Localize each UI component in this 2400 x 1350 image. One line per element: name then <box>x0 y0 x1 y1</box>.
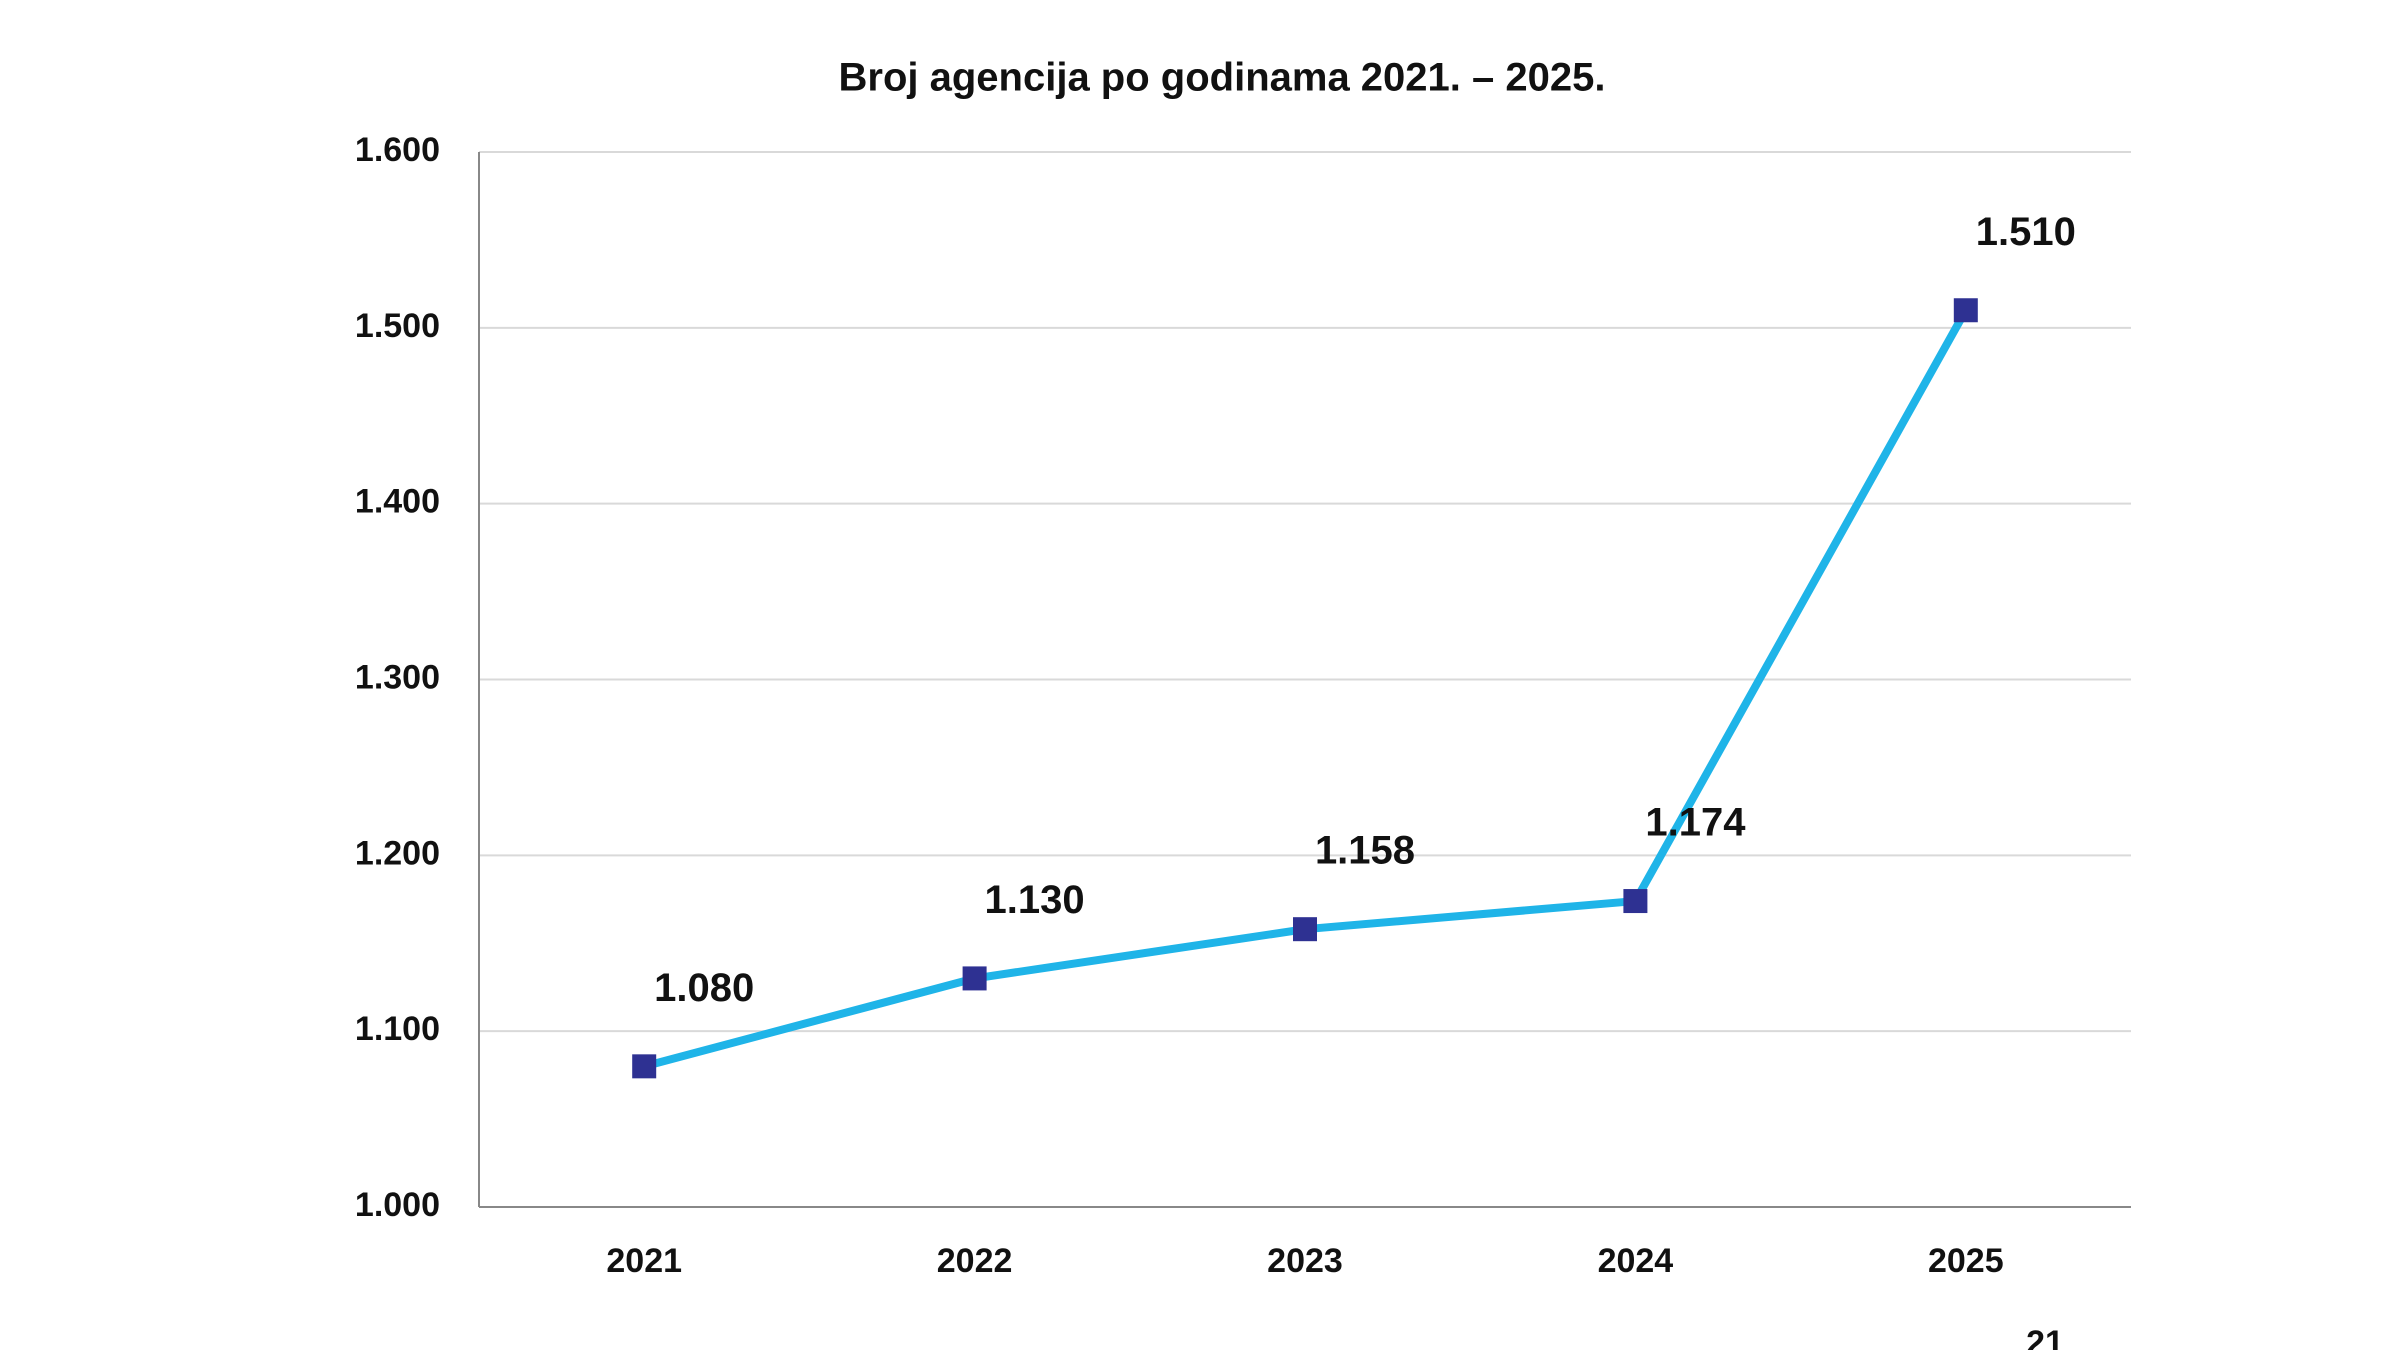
data-label: 1.510 <box>1976 210 2076 254</box>
y-tick-label: 1.500 <box>355 307 440 345</box>
data-marker <box>962 966 987 991</box>
data-label: 1.174 <box>1645 801 1746 845</box>
chart-title: Broj agencija po godinama 2021. – 2025. <box>839 56 1606 100</box>
page-number: 21 <box>2026 1324 2064 1350</box>
data-label: 1.158 <box>1315 829 1415 873</box>
y-tick-label: 1.000 <box>355 1186 440 1224</box>
data-marker <box>1623 889 1648 914</box>
x-tick-label: 2024 <box>1598 1242 1674 1280</box>
data-label: 1.080 <box>654 966 754 1010</box>
x-tick-label: 2021 <box>606 1242 682 1280</box>
y-tick-label: 1.300 <box>355 658 440 696</box>
y-tick-label: 1.100 <box>355 1010 440 1048</box>
y-tick-label: 1.200 <box>355 834 440 872</box>
y-tick-label: 1.400 <box>355 483 440 521</box>
x-tick-label: 2023 <box>1267 1242 1343 1280</box>
data-marker <box>1293 917 1317 942</box>
data-label: 1.130 <box>985 878 1085 922</box>
data-marker <box>632 1054 657 1079</box>
y-tick-label: 1.600 <box>355 131 440 169</box>
x-tick-label: 2025 <box>1928 1242 2004 1280</box>
data-marker <box>1953 298 1978 323</box>
x-tick-label: 2022 <box>937 1242 1013 1280</box>
